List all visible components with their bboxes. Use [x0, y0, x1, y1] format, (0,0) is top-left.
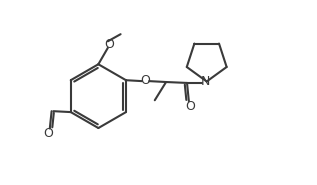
Text: N: N — [201, 75, 210, 88]
Text: O: O — [185, 100, 195, 113]
Text: O: O — [43, 127, 53, 140]
Text: O: O — [140, 74, 150, 87]
Text: O: O — [104, 38, 114, 51]
